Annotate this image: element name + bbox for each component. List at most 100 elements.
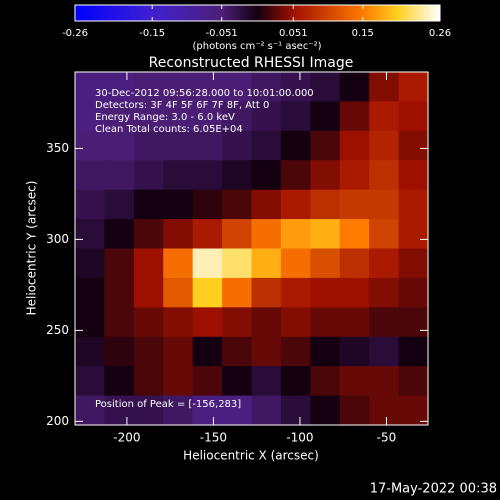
annotation: Energy Range: 3.0 - 6.0 keV bbox=[95, 112, 235, 123]
heatmap-cell bbox=[192, 101, 223, 132]
heatmap-cell bbox=[398, 189, 429, 220]
heatmap-cell bbox=[75, 395, 105, 426]
heatmap-cell bbox=[310, 277, 341, 308]
heatmap-cell bbox=[280, 366, 311, 397]
heatmap-cell bbox=[104, 277, 135, 308]
heatmap-cell bbox=[222, 130, 252, 161]
heatmap-cell bbox=[369, 248, 400, 279]
heatmap-cell bbox=[133, 130, 164, 161]
heatmap-cell bbox=[104, 130, 135, 161]
heatmap-cell bbox=[222, 72, 252, 102]
heatmap-cell bbox=[133, 189, 164, 220]
heatmap-cell bbox=[369, 277, 400, 308]
heatmap-cell bbox=[222, 277, 252, 308]
heatmap-cell bbox=[369, 189, 400, 220]
heatmap-cell bbox=[310, 248, 341, 279]
heatmap-cell bbox=[369, 336, 400, 367]
heatmap-cell bbox=[222, 189, 252, 220]
heatmap-cell bbox=[251, 160, 282, 191]
heatmap-cell bbox=[75, 72, 105, 102]
heatmap-cell bbox=[398, 277, 429, 308]
heatmap-cell bbox=[251, 189, 282, 220]
heatmap-cell bbox=[310, 395, 341, 426]
heatmap-cell bbox=[163, 219, 194, 249]
heatmap-cell bbox=[310, 101, 341, 132]
heatmap-cell bbox=[339, 101, 370, 132]
heatmap-cell bbox=[398, 219, 429, 249]
heatmap-cell bbox=[280, 130, 311, 161]
heatmap-cell bbox=[133, 219, 164, 249]
heatmap-cell bbox=[310, 307, 341, 338]
heatmap-cell bbox=[398, 101, 429, 132]
x-tick-label: -150 bbox=[200, 431, 227, 445]
heatmap-cell bbox=[133, 248, 164, 279]
heatmap-cell bbox=[339, 130, 370, 161]
heatmap-cell bbox=[75, 248, 105, 279]
heatmap-cell bbox=[369, 72, 400, 102]
heatmap-cell bbox=[339, 160, 370, 191]
heatmap-cell bbox=[222, 160, 252, 191]
heatmap-cell bbox=[280, 248, 311, 279]
timestamp: 17-May-2022 00:38 bbox=[370, 482, 497, 497]
y-tick-label: 250 bbox=[46, 323, 69, 337]
heatmap-cell bbox=[280, 219, 311, 249]
heatmap-cell bbox=[398, 395, 429, 426]
annotation: Detectors: 3F 4F 5F 6F 7F 8F, Att 0 bbox=[95, 100, 269, 111]
colorbar-label: (photons cm⁻² s⁻¹ asec⁻²) bbox=[192, 41, 321, 52]
heatmap-cell bbox=[251, 277, 282, 308]
heatmap-cell bbox=[104, 307, 135, 338]
heatmap-cell bbox=[369, 101, 400, 132]
heatmap-cell bbox=[104, 248, 135, 279]
heatmap-cell bbox=[104, 219, 135, 249]
heatmap-cell bbox=[280, 189, 311, 220]
heatmap-cell bbox=[222, 336, 252, 367]
y-tick-label: 200 bbox=[46, 414, 69, 428]
heatmap-cell bbox=[398, 160, 429, 191]
heatmap-cell bbox=[104, 72, 135, 102]
heatmap-cell bbox=[251, 366, 282, 397]
heatmap-cell bbox=[398, 72, 429, 102]
colorbar-tick-label: 0.26 bbox=[429, 28, 451, 39]
heatmap-cell bbox=[398, 366, 429, 397]
heatmap-cell bbox=[280, 307, 311, 338]
heatmap-cell bbox=[104, 336, 135, 367]
heatmap-cell bbox=[339, 72, 370, 102]
heatmap-cell bbox=[222, 248, 252, 279]
heatmap-cell bbox=[133, 366, 164, 397]
y-tick-label: 300 bbox=[46, 232, 69, 246]
heatmap bbox=[75, 72, 429, 426]
heatmap-cell bbox=[163, 189, 194, 220]
heatmap-cell bbox=[133, 72, 164, 102]
heatmap-cell bbox=[163, 160, 194, 191]
heatmap-cell bbox=[310, 189, 341, 220]
heatmap-cell bbox=[192, 219, 223, 249]
heatmap-cell bbox=[163, 395, 194, 426]
heatmap-cell bbox=[75, 189, 105, 220]
heatmap-cell bbox=[398, 248, 429, 279]
heatmap-cell bbox=[163, 366, 194, 397]
heatmap-cell bbox=[222, 395, 252, 426]
heatmap-cell bbox=[75, 160, 105, 191]
heatmap-cell bbox=[163, 336, 194, 367]
heatmap-cell bbox=[369, 307, 400, 338]
heatmap-cell bbox=[133, 101, 164, 132]
heatmap-cell bbox=[369, 395, 400, 426]
heatmap-cell bbox=[133, 395, 164, 426]
heatmap-cell bbox=[280, 395, 311, 426]
heatmap-cell bbox=[280, 72, 311, 102]
heatmap-cell bbox=[75, 307, 105, 338]
heatmap-cell bbox=[369, 366, 400, 397]
heatmap-cell bbox=[192, 72, 223, 102]
heatmap-cell bbox=[339, 395, 370, 426]
heatmap-cell bbox=[222, 307, 252, 338]
heatmap-cell bbox=[280, 277, 311, 308]
heatmap-cell bbox=[339, 189, 370, 220]
heatmap-cell bbox=[310, 72, 341, 102]
heatmap-cell bbox=[104, 101, 135, 132]
heatmap-cell bbox=[192, 160, 223, 191]
x-axis-label: Heliocentric X (arcsec) bbox=[183, 449, 319, 463]
heatmap-cell bbox=[75, 336, 105, 367]
heatmap-cell bbox=[251, 395, 282, 426]
plot-frame bbox=[74, 71, 429, 426]
